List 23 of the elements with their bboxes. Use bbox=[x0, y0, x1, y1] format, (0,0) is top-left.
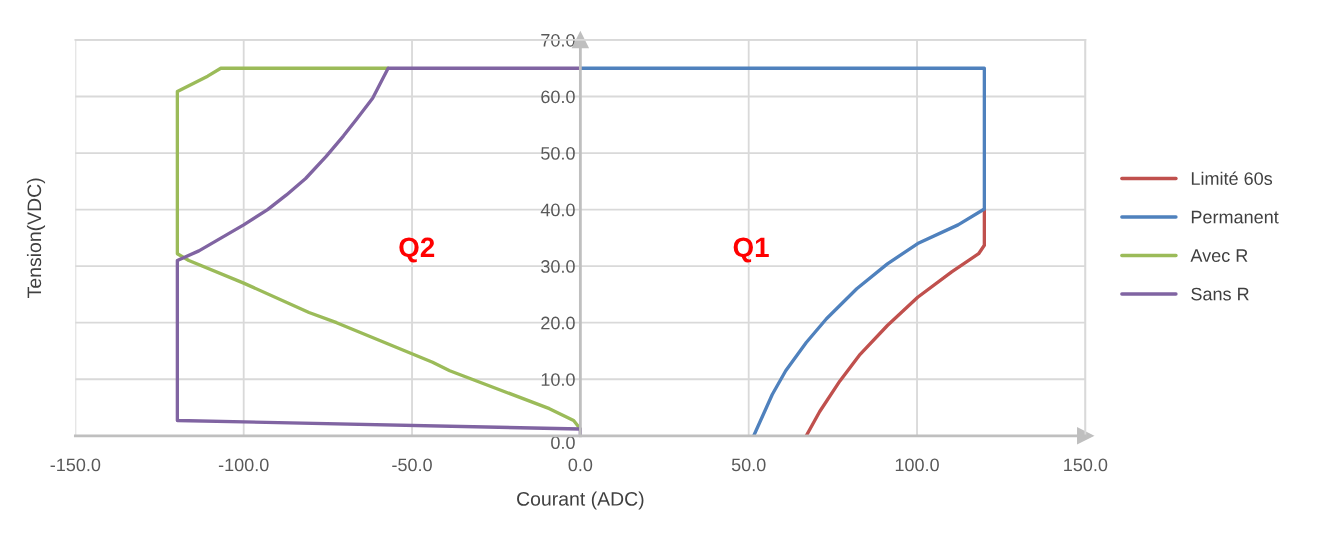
x-tick-label: -150.0 bbox=[50, 458, 101, 472]
legend-label: Permanent bbox=[1191, 210, 1279, 224]
legend-label: Sans R bbox=[1191, 287, 1249, 301]
x-tick-label: 150.0 bbox=[1064, 458, 1108, 472]
y-tick-label: 0.0 bbox=[551, 436, 575, 450]
x-axis-title: Courant (ADC) bbox=[517, 491, 644, 510]
y-tick-label: 50.0 bbox=[541, 146, 575, 160]
y-tick-label: 10.0 bbox=[541, 373, 575, 386]
x-tick-label: 100.0 bbox=[895, 458, 939, 472]
y-axis-title: Tension(VDC) bbox=[26, 178, 46, 298]
legend-label: Avec R bbox=[1190, 249, 1248, 262]
x-tick-label: -50.0 bbox=[392, 458, 432, 472]
x-tick-label: -100.0 bbox=[218, 458, 269, 472]
y-tick-label: 30.0 bbox=[541, 260, 575, 273]
legend-label: Limité 60s bbox=[1191, 171, 1273, 185]
x-tick-label: 0.0 bbox=[568, 458, 593, 472]
x-tick-label: 50.0 bbox=[731, 458, 766, 472]
y-tick-label: 60.0 bbox=[541, 90, 575, 104]
annotation: Q1 bbox=[733, 237, 769, 263]
line-series bbox=[804, 207, 987, 436]
annotation: Q2 bbox=[399, 237, 435, 263]
y-tick-label: 20.0 bbox=[541, 316, 575, 330]
y-tick-label: 40.0 bbox=[540, 203, 575, 217]
